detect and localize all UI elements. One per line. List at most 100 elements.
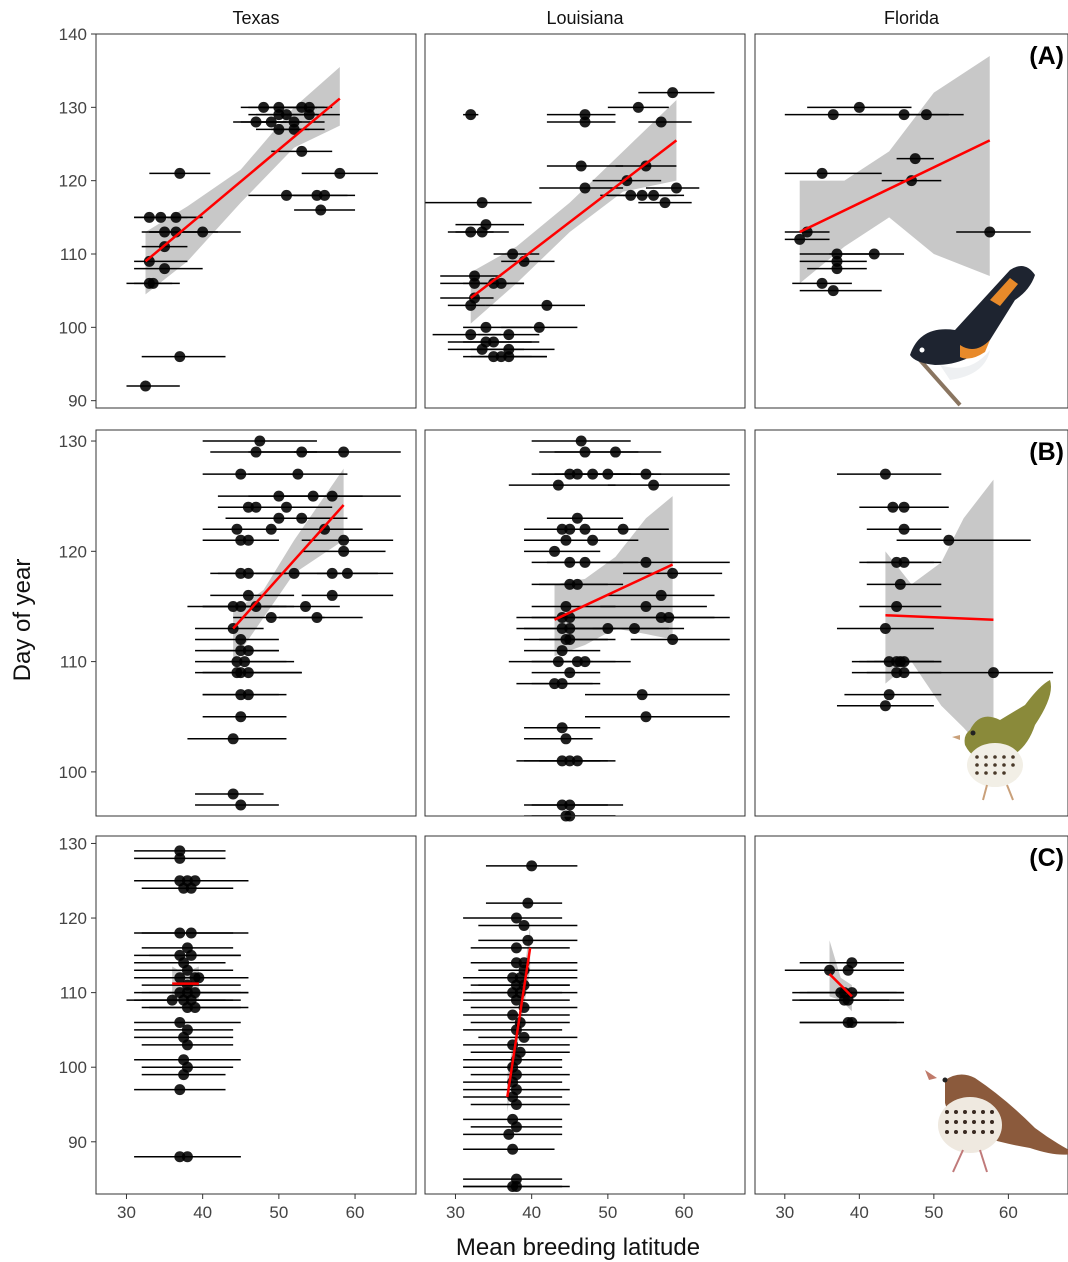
wood-thrush-illustration [925, 1070, 1068, 1173]
data-point [288, 567, 300, 579]
data-point [648, 189, 660, 201]
data-point [560, 600, 572, 612]
regression-line [799, 139, 991, 234]
data-point [510, 994, 522, 1006]
data-point [526, 860, 538, 872]
data-point [552, 479, 564, 491]
data-point [510, 1099, 522, 1110]
data-point [250, 446, 262, 458]
data-point [303, 109, 315, 121]
data-point [575, 160, 587, 172]
x-tick-label: 40 [522, 1203, 541, 1222]
data-point [319, 189, 331, 201]
data-point [987, 667, 999, 679]
data-point [659, 197, 671, 209]
data-point [556, 623, 568, 635]
data-point [185, 949, 197, 961]
data-point [159, 226, 171, 238]
data-point [842, 964, 854, 976]
x-axis-title: Mean breeding latitude [456, 1234, 700, 1261]
data-point [507, 1009, 519, 1021]
data-point [315, 204, 327, 216]
data-point [879, 700, 891, 712]
data-point [564, 799, 576, 811]
data-point [510, 942, 522, 954]
data-point [273, 123, 285, 135]
data-point [663, 611, 675, 623]
data-point [640, 160, 652, 172]
data-point [648, 479, 660, 491]
data-point [617, 523, 629, 535]
data-point [824, 964, 836, 976]
data-point [602, 468, 614, 480]
data-point [265, 523, 277, 535]
data-point [571, 512, 583, 524]
y-tick-label: 130 [59, 432, 87, 451]
data-point [296, 446, 308, 458]
panel-label: (B) [1029, 438, 1064, 466]
regression-line [144, 97, 341, 263]
data-point [280, 109, 292, 121]
data-point [480, 321, 492, 333]
data-point [326, 567, 338, 579]
data-point [879, 623, 891, 635]
data-point [587, 468, 599, 480]
data-point [242, 567, 254, 579]
data-point [609, 446, 621, 458]
y-tick-label: 110 [60, 984, 87, 1003]
panel-c-louisiana: 30 40 50 60 [424, 835, 746, 1222]
data-point [174, 1016, 186, 1028]
data-point [319, 523, 331, 535]
panel-border [95, 429, 417, 817]
confidence-band [470, 100, 677, 324]
data-point [235, 468, 247, 480]
data-point [280, 189, 292, 201]
data-point [178, 1069, 190, 1081]
data-point [465, 299, 477, 311]
data-point [518, 1031, 530, 1043]
data-point [235, 534, 247, 546]
data-point [667, 87, 679, 99]
data-point [174, 852, 186, 864]
data-point [898, 556, 910, 568]
data-point [488, 277, 500, 289]
data-point [564, 578, 576, 590]
data-point [564, 623, 576, 635]
data-point [579, 116, 591, 128]
data-point [510, 957, 522, 969]
data-point [549, 678, 561, 690]
data-point [629, 623, 641, 635]
data-point [338, 534, 350, 546]
data-point [174, 1151, 186, 1163]
data-point [235, 667, 247, 679]
x-tick-label: 30 [446, 1203, 465, 1222]
data-point [898, 523, 910, 535]
data-point [288, 123, 300, 135]
data-point [296, 101, 308, 113]
data-point [250, 116, 262, 128]
data-point [625, 189, 637, 201]
data-point [667, 634, 679, 646]
data-point [667, 567, 679, 579]
american-redstart-illustration [910, 266, 1035, 407]
data-point [655, 116, 667, 128]
data-point [943, 534, 955, 546]
data-point [181, 1151, 193, 1163]
data-point [670, 182, 682, 194]
data-point [227, 733, 239, 745]
data-point [338, 446, 350, 458]
data-point [235, 799, 247, 811]
data-point [185, 882, 197, 894]
data-point [193, 972, 205, 984]
data-point [560, 534, 572, 546]
confidence-band [799, 56, 990, 284]
y-tick-label: 110 [60, 653, 87, 672]
data-point [794, 233, 806, 245]
data-point [816, 167, 828, 179]
data-point [273, 490, 285, 502]
data-point [549, 545, 561, 557]
data-point [174, 351, 186, 363]
data-point [235, 689, 247, 701]
data-point [898, 501, 910, 513]
data-point [307, 490, 319, 502]
